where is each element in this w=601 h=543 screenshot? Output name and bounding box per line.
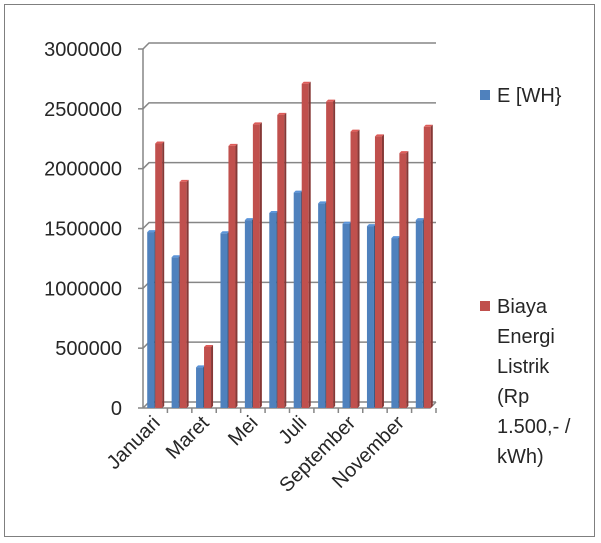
gridline	[142, 102, 436, 110]
bar-series-2	[399, 151, 409, 409]
legend: E [WH} Biaya Energi Listrik (Rp 1.500,- / kWh)	[480, 85, 571, 468]
x-tick-label: Maret	[162, 412, 214, 464]
y-tick-label: 0	[111, 398, 122, 420]
y-tick-label: 3000000	[44, 39, 122, 61]
bar-series-1	[171, 255, 181, 408]
legend-swatch-series-1	[480, 90, 490, 100]
bar-series-1	[415, 218, 425, 408]
x-tick-label: Juli	[274, 412, 311, 449]
bar-series-1	[196, 365, 206, 408]
x-tick-label: Januari	[103, 412, 165, 474]
gridline	[142, 42, 436, 50]
y-tick-label: 1500000	[44, 219, 122, 241]
bar-series-1	[220, 231, 230, 408]
y-tick-label: 2500000	[44, 99, 122, 121]
bar-series-1	[269, 210, 279, 408]
legend-swatch-series-2	[480, 301, 490, 311]
bar-series-1	[391, 236, 401, 408]
legend-label-series-2-line: (Rp	[497, 386, 529, 408]
legend-label-series-2-line: 1.500,- /	[497, 416, 571, 438]
bar-series-1	[342, 221, 352, 408]
bar-series-2	[204, 344, 214, 408]
bar-series-2	[374, 134, 384, 408]
bar-series-2	[155, 141, 165, 408]
legend-label-series-1: E [WH}	[497, 85, 562, 107]
bar-series-1	[318, 201, 328, 408]
bar-series-2	[326, 99, 336, 409]
y-tick-label: 500000	[55, 338, 122, 360]
gridline	[142, 161, 436, 170]
x-tick-label: Mei	[224, 412, 262, 450]
bar-series-2	[252, 122, 262, 408]
legend-label-series-2-line: Listrik	[497, 356, 550, 378]
bar-series-1	[147, 230, 157, 408]
bar-series-2	[423, 124, 433, 409]
bar-series-2	[350, 129, 360, 408]
y-tick-labels: 0 500000 1000000 1500000 2000000 2500000 30000…	[44, 39, 122, 420]
legend-label-series-2-line: Energi	[497, 326, 555, 348]
bar-series-2	[179, 179, 189, 408]
bar-series-1	[244, 218, 254, 408]
bar-series-2	[301, 81, 311, 408]
legend-label-series-2-line: Biaya	[497, 296, 548, 318]
gridline	[142, 221, 436, 230]
bar-series-1	[366, 224, 376, 408]
bar-series-2	[277, 112, 287, 409]
legend-label-series-2-line: kWh)	[497, 446, 544, 468]
y-tick-label: 2000000	[44, 159, 122, 181]
bar-series-2	[228, 143, 238, 408]
bar-series-1	[293, 190, 303, 408]
bars	[147, 81, 433, 409]
gridlines	[142, 42, 436, 409]
y-tick-label: 1000000	[44, 278, 122, 300]
